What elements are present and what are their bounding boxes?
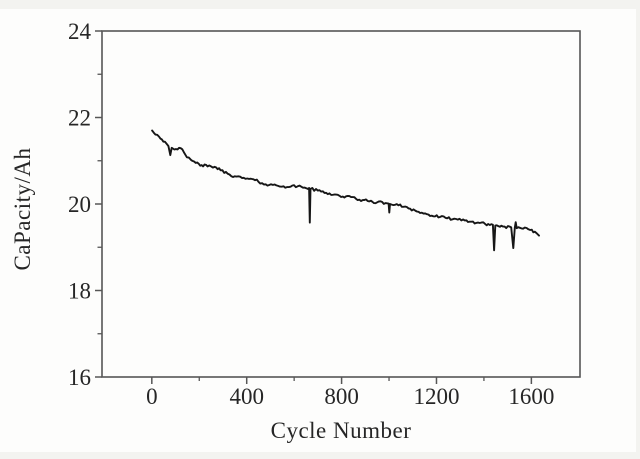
- y-tick-label: 16: [68, 365, 91, 390]
- x-axis-title: Cycle Number: [270, 418, 412, 443]
- x-tick-label: 1200: [413, 384, 459, 409]
- y-tick-label: 18: [68, 279, 91, 304]
- page-edge-shade-top: [0, 0, 640, 9]
- x-tick-label: 800: [324, 384, 359, 409]
- y-tick-label: 20: [68, 192, 91, 217]
- x-tick-label: 400: [229, 384, 264, 409]
- capacity-line-capacity: [151, 129, 540, 252]
- x-tick-label: 1600: [508, 384, 554, 409]
- y-tick-label: 24: [68, 19, 92, 44]
- y-tick-label: 22: [68, 106, 91, 131]
- y-axis-title: CaPacity/Ah: [10, 147, 35, 271]
- x-tick-label: 0: [146, 384, 158, 409]
- page-edge-shade-right: [636, 0, 640, 459]
- plot-frame: [101, 30, 581, 378]
- page-edge-shade-bottom: [0, 452, 640, 459]
